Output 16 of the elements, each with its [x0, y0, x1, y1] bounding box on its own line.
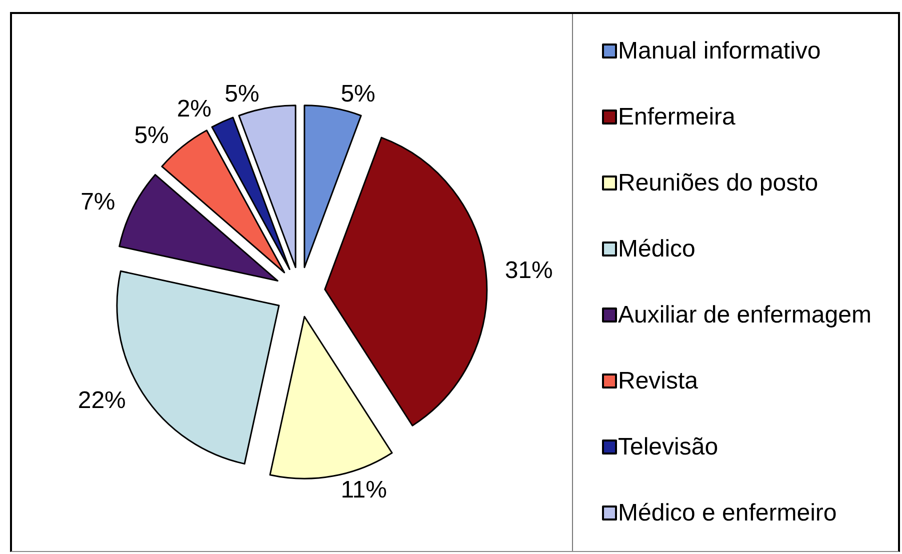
data-label: 5%	[224, 80, 260, 108]
data-label: 11%	[340, 476, 387, 504]
legend-label: Auxiliar de enfermagem	[618, 302, 872, 328]
legend-label: Reuniões do posto	[618, 170, 818, 196]
legend-label: Enfermeira	[618, 104, 736, 130]
legend-label: Manual informativo	[618, 38, 821, 64]
legend-label: Revista	[618, 368, 699, 394]
legend-label: Televisão	[618, 434, 718, 460]
data-label: 7%	[80, 188, 116, 216]
data-label: 2%	[176, 96, 212, 123]
data-label: 31%	[504, 257, 553, 284]
legend-label: Médico e enfermeiro	[618, 500, 837, 526]
data-label: 5%	[134, 122, 169, 149]
data-label: 22%	[78, 387, 126, 414]
legend-label: Médico	[618, 236, 696, 262]
data-label: 5%	[340, 80, 376, 108]
